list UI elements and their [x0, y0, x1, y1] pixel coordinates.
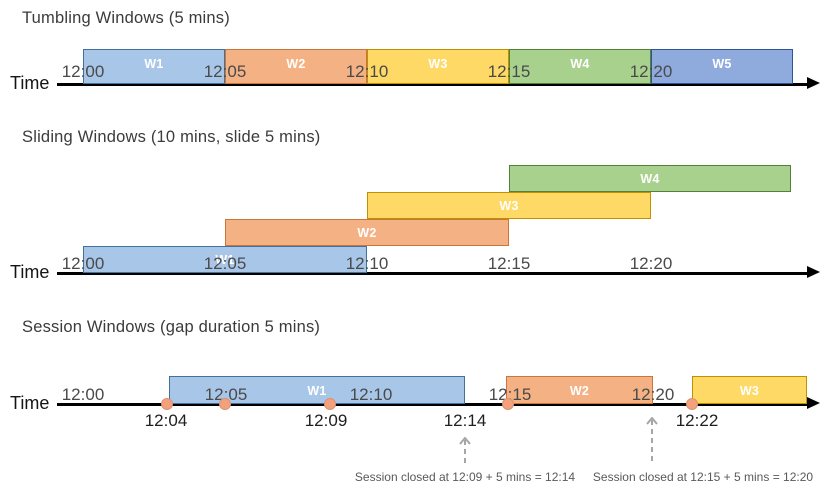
- axis-tick-label: 12:15: [487, 254, 531, 273]
- window-label: W2: [569, 384, 590, 398]
- time-axis-arrowhead-icon: [807, 77, 820, 89]
- window-label: W4: [570, 57, 590, 71]
- axis-tick-label: 12:05: [203, 254, 247, 273]
- axis-tick-label: 12:15: [488, 385, 532, 404]
- axis-tick-label: 12:00: [61, 385, 105, 404]
- event-time-label: 12:22: [675, 411, 719, 430]
- axis-tick-label: 12:20: [629, 62, 673, 81]
- window-bar-w3: W3: [692, 376, 807, 404]
- window-bar-w1: W1: [83, 49, 225, 84]
- dashed-up-arrow-icon: [459, 437, 471, 465]
- axis-tick-label: 12:05: [204, 385, 248, 404]
- session-close-annotation: Session closed at 12:09 + 5 mins = 12:14: [354, 470, 576, 484]
- window-bar-w1: W1: [169, 376, 465, 404]
- window-bar-w4: W4: [509, 49, 651, 84]
- window-label: W4: [640, 171, 660, 186]
- window-label: W5: [712, 57, 732, 71]
- event-dot: [502, 398, 514, 410]
- event-time-label: 12:14: [443, 411, 487, 430]
- window-bar-w5: W5: [651, 49, 793, 84]
- event-dot: [324, 398, 336, 410]
- time-axis-line: [57, 272, 808, 275]
- time-axis-arrowhead-icon: [807, 397, 820, 409]
- window-label: W1: [144, 57, 164, 71]
- window-bar-w2: W2: [506, 376, 653, 404]
- time-axis-line: [57, 83, 808, 86]
- time-axis-label: Time: [10, 393, 50, 413]
- axis-tick-label: 12:20: [629, 254, 673, 273]
- event-dot: [686, 398, 698, 410]
- window-bar-w2: W2: [225, 219, 509, 246]
- axis-tick-label: 12:05: [203, 62, 247, 81]
- axis-tick-label: 12:00: [61, 254, 105, 273]
- event-time-label: 12:04: [144, 411, 188, 430]
- window-label: W1: [215, 252, 235, 267]
- time-axis-label: Time: [10, 73, 50, 93]
- window-bar-w4: W4: [509, 165, 791, 192]
- window-label: W3: [428, 57, 448, 71]
- event-dot: [161, 398, 173, 410]
- axis-tick-label: 12:15: [487, 62, 531, 81]
- axis-tick-label: 12:20: [631, 385, 675, 404]
- axis-tick-label: 12:10: [345, 254, 389, 273]
- time-axis-arrowhead-icon: [807, 266, 820, 278]
- axis-tick-label: 12:00: [61, 62, 105, 81]
- window-label: W1: [307, 384, 327, 398]
- time-axis-line: [57, 403, 808, 406]
- window-bar-w1: W1: [83, 246, 367, 273]
- window-label: W2: [357, 225, 377, 240]
- dashed-up-arrow-icon: [646, 417, 658, 465]
- window-label: W3: [739, 384, 760, 398]
- axis-tick-label: 12:10: [349, 385, 393, 404]
- window-label: W3: [499, 198, 519, 213]
- section-title-sliding: Sliding Windows (10 mins, slide 5 mins): [22, 128, 321, 146]
- window-bar-w2: W2: [225, 49, 367, 84]
- axis-tick-label: 12:10: [345, 62, 389, 81]
- section-title-session: Session Windows (gap duration 5 mins): [22, 318, 321, 336]
- time-axis-label: Time: [10, 262, 50, 282]
- window-bar-w3: W3: [367, 192, 651, 219]
- event-time-label: 12:09: [304, 411, 348, 430]
- event-dot: [219, 398, 231, 410]
- window-label: W2: [286, 57, 306, 71]
- section-title-tumbling: Tumbling Windows (5 mins): [22, 9, 230, 27]
- session-close-annotation: Session closed at 12:15 + 5 mins = 12:20: [592, 470, 814, 484]
- window-bar-w3: W3: [367, 49, 509, 84]
